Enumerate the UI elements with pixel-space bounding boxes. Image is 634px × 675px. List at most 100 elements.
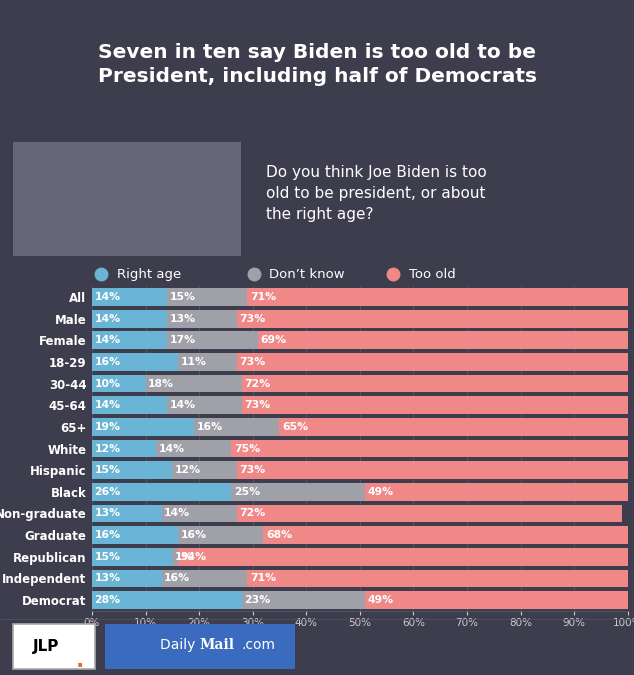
Text: 14%: 14%	[94, 314, 120, 324]
Text: 72%: 72%	[245, 379, 271, 389]
Text: 14%: 14%	[164, 508, 190, 518]
Text: 69%: 69%	[261, 335, 287, 346]
Text: 15%: 15%	[94, 465, 120, 475]
Text: 13%: 13%	[94, 508, 120, 518]
Text: Mail: Mail	[200, 639, 235, 653]
Text: JLP: JLP	[32, 639, 59, 654]
Text: 19%: 19%	[94, 422, 120, 432]
Bar	[365, 483, 628, 501]
Text: 16%: 16%	[164, 573, 190, 583]
Text: Don’t know: Don’t know	[269, 267, 345, 281]
Bar	[162, 505, 236, 522]
Text: 18%: 18%	[148, 379, 174, 389]
Bar	[92, 331, 167, 349]
Bar	[92, 505, 162, 522]
Bar	[167, 288, 247, 306]
Text: 73%: 73%	[239, 465, 266, 475]
Bar	[92, 461, 172, 479]
Text: 72%: 72%	[239, 508, 266, 518]
Bar	[162, 570, 247, 587]
Text: 71%: 71%	[250, 292, 276, 302]
Text: 10%: 10%	[94, 379, 120, 389]
Bar	[167, 396, 242, 414]
Text: 26%: 26%	[94, 487, 121, 497]
Bar	[231, 439, 633, 458]
Bar	[365, 591, 628, 609]
Bar	[167, 310, 236, 327]
Bar	[92, 483, 231, 501]
Bar	[92, 310, 167, 327]
Bar	[231, 483, 365, 501]
Text: 73%: 73%	[239, 314, 266, 324]
Text: 17%: 17%	[170, 335, 196, 346]
Text: 28%: 28%	[94, 595, 120, 605]
Bar	[13, 624, 95, 669]
Bar	[236, 353, 628, 371]
Text: .: .	[76, 651, 84, 671]
Text: 23%: 23%	[245, 595, 271, 605]
Bar	[280, 418, 628, 436]
Bar	[13, 142, 241, 256]
Bar	[172, 461, 236, 479]
Text: 49%: 49%	[368, 595, 394, 605]
Bar	[145, 375, 242, 392]
Bar	[167, 331, 258, 349]
Text: 14%: 14%	[159, 443, 185, 454]
Text: 68%: 68%	[266, 530, 292, 540]
Text: Too old: Too old	[409, 267, 456, 281]
Text: 15%: 15%	[94, 551, 120, 562]
Text: 16%: 16%	[197, 422, 223, 432]
Bar	[242, 375, 628, 392]
Text: 16%: 16%	[180, 530, 207, 540]
Bar	[242, 591, 365, 609]
Bar	[263, 526, 628, 544]
Bar	[194, 418, 280, 436]
Bar	[92, 288, 167, 306]
Bar	[92, 591, 242, 609]
Bar	[247, 288, 628, 306]
Text: 1%: 1%	[175, 551, 193, 562]
Text: 25%: 25%	[234, 487, 260, 497]
Text: 14%: 14%	[94, 292, 120, 302]
Bar	[242, 396, 633, 414]
Text: 65%: 65%	[282, 422, 308, 432]
Bar	[92, 439, 156, 458]
Bar	[178, 548, 634, 566]
Text: Do you think Joe Biden is too
old to be president, or about
the right age?: Do you think Joe Biden is too old to be …	[266, 165, 487, 221]
Text: 14%: 14%	[94, 335, 120, 346]
Text: 13%: 13%	[170, 314, 196, 324]
Text: 15%: 15%	[170, 292, 196, 302]
Bar	[172, 548, 178, 566]
Text: Daily: Daily	[160, 639, 200, 653]
Bar	[236, 505, 623, 522]
Text: 16%: 16%	[94, 357, 120, 367]
Text: Seven in ten say Biden is too old to be
President, including half of Democrats: Seven in ten say Biden is too old to be …	[98, 43, 536, 86]
Bar	[178, 353, 236, 371]
Text: 12%: 12%	[94, 443, 120, 454]
Bar	[236, 461, 628, 479]
Text: 14%: 14%	[94, 400, 120, 410]
Bar	[92, 396, 167, 414]
Bar	[178, 526, 263, 544]
Bar	[105, 624, 295, 669]
Text: 13%: 13%	[94, 573, 120, 583]
Text: 12%: 12%	[175, 465, 201, 475]
Bar	[92, 570, 162, 587]
Bar	[247, 570, 628, 587]
Bar	[92, 418, 194, 436]
Text: 11%: 11%	[180, 357, 206, 367]
Text: 71%: 71%	[250, 573, 276, 583]
Text: 14%: 14%	[170, 400, 196, 410]
Bar	[156, 439, 231, 458]
Text: 49%: 49%	[368, 487, 394, 497]
Text: Right age: Right age	[117, 267, 181, 281]
Text: 73%: 73%	[239, 357, 266, 367]
Bar	[92, 353, 178, 371]
Text: 73%: 73%	[245, 400, 271, 410]
Text: 75%: 75%	[234, 443, 260, 454]
Text: 16%: 16%	[94, 530, 120, 540]
Bar	[236, 310, 628, 327]
Text: .com: .com	[242, 639, 276, 653]
Bar	[258, 331, 628, 349]
Bar	[92, 548, 172, 566]
